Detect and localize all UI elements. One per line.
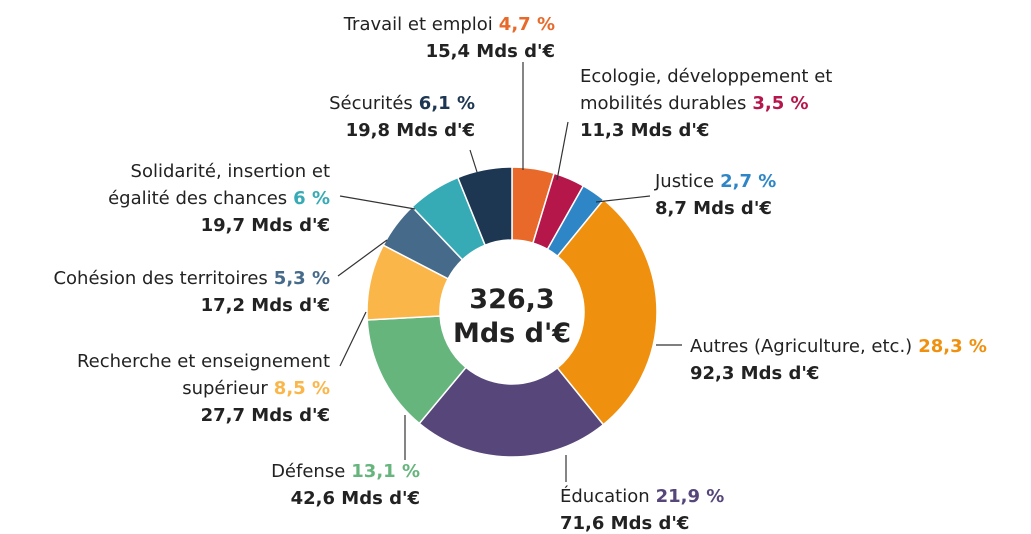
category-text: Ecologie, développement et [580, 66, 832, 87]
slice [556, 198, 658, 426]
category-text: Défense [271, 461, 345, 482]
center-unit: Mds d'€ [453, 318, 571, 349]
value-label: 8,5 % [274, 378, 330, 399]
slice [456, 166, 513, 247]
leader-line [339, 311, 367, 367]
category-text: Recherche et enseignement [77, 351, 330, 372]
category-label: Sécurités 6,1 % [329, 93, 475, 114]
category-text: Autres (Agriculture, etc.) [690, 336, 912, 357]
amount-label: 92,3 Mds d'€ [690, 363, 819, 384]
category-label: Travail et emploi 4,7 % [343, 14, 555, 35]
category-label: Autres (Agriculture, etc.) 28,3 % [690, 336, 987, 357]
category-label: Cohésion des territoires 5,3 % [53, 268, 330, 289]
value-label: 13,1 % [351, 461, 420, 482]
category-text: Éducation [560, 485, 650, 507]
category-label: Défense 13,1 % [271, 461, 420, 482]
amount-label: 27,7 Mds d'€ [201, 405, 330, 426]
value-label: 21,9 % [656, 486, 725, 507]
amount-label: 17,2 Mds d'€ [201, 295, 330, 316]
category-text: égalité des chances [108, 188, 287, 209]
category-text: Justice [654, 171, 714, 192]
category-text: supérieur [182, 378, 268, 399]
category-text: mobilités durables [580, 93, 746, 114]
category-text: Solidarité, insertion et [131, 161, 330, 182]
category-label: Justice 2,7 % [654, 171, 776, 192]
category-label: mobilités durables 3,5 % [580, 93, 809, 114]
amount-label: 11,3 Mds d'€ [580, 120, 709, 141]
category-label: supérieur 8,5 % [182, 378, 330, 399]
category-text: Sécurités [329, 93, 413, 114]
center-total: 326,3 [469, 284, 554, 315]
category-label: Solidarité, insertion et [131, 161, 330, 182]
category-label: Recherche et enseignement [77, 351, 330, 372]
leader-line [339, 195, 416, 210]
slice [418, 366, 605, 458]
amount-label: 8,7 Mds d'€ [655, 198, 772, 219]
category-label: Ecologie, développement et [580, 66, 832, 87]
category-text: Travail et emploi [343, 14, 493, 35]
amount-label: 42,6 Mds d'€ [291, 488, 420, 509]
leader-line [595, 195, 651, 203]
value-label: 6 % [293, 188, 330, 209]
leader-line [469, 149, 478, 173]
value-label: 28,3 % [918, 336, 987, 357]
category-text: Cohésion des territoires [53, 268, 267, 289]
value-label: 2,7 % [720, 171, 776, 192]
leader-line [556, 121, 569, 181]
value-label: 4,7 % [499, 14, 555, 35]
value-label: 3,5 % [752, 93, 808, 114]
category-label: Éducation 21,9 % [560, 485, 724, 507]
amount-label: 15,4 Mds d'€ [426, 41, 555, 62]
leader-line [337, 239, 388, 277]
amount-label: 19,7 Mds d'€ [201, 215, 330, 236]
category-label: égalité des chances 6 % [108, 188, 330, 209]
amount-label: 19,8 Mds d'€ [346, 120, 475, 141]
amount-label: 71,6 Mds d'€ [560, 513, 689, 534]
value-label: 5,3 % [274, 268, 330, 289]
value-label: 6,1 % [419, 93, 475, 114]
